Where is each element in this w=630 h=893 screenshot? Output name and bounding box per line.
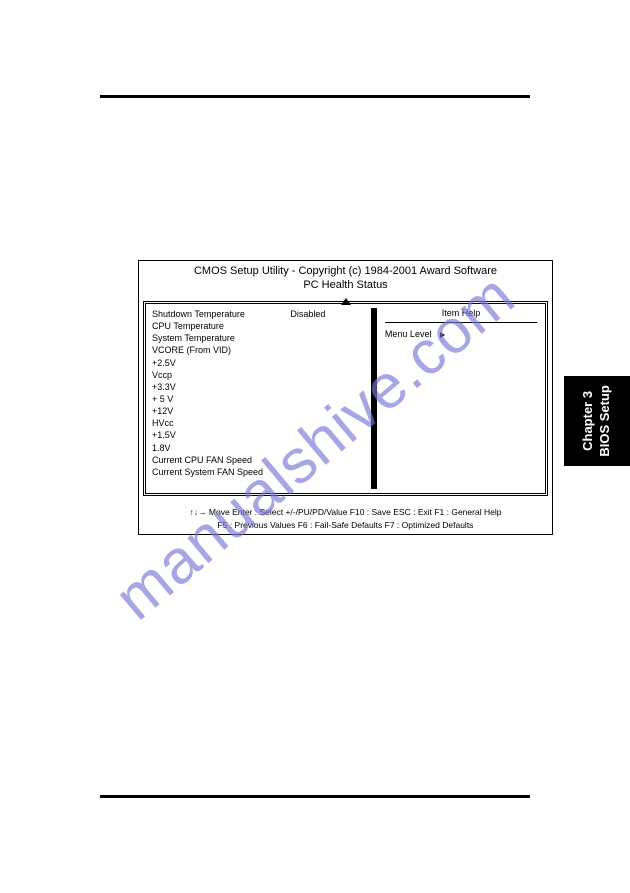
bios-item-value bbox=[290, 332, 365, 344]
bios-item-row[interactable]: CPU Temperature bbox=[152, 320, 365, 332]
bios-body: Shutdown TemperatureDisabledCPU Temperat… bbox=[143, 301, 548, 496]
bios-footer: ↑↓→ Move Enter : Select +/-/PU/PD/Value … bbox=[139, 500, 552, 534]
bios-item-value bbox=[290, 369, 365, 381]
bios-item-label: +1.5V bbox=[152, 429, 290, 441]
bios-item-value bbox=[290, 442, 365, 454]
bios-left-panel: Shutdown TemperatureDisabledCPU Temperat… bbox=[146, 304, 371, 493]
footer-line-1: ↑↓→ Move Enter : Select +/-/PU/PD/Value … bbox=[143, 506, 548, 519]
bios-item-row[interactable]: Shutdown TemperatureDisabled bbox=[152, 308, 365, 320]
bios-item-label: Current System FAN Speed bbox=[152, 466, 290, 478]
bios-right-panel: Item Help Menu Level bbox=[377, 304, 545, 493]
bios-item-row[interactable]: +3.3V bbox=[152, 381, 365, 393]
item-help-title: Item Help bbox=[385, 308, 537, 323]
chapter-tab: Chapter 3 BIOS Setup bbox=[564, 376, 630, 466]
bios-item-label: HVcc bbox=[152, 417, 290, 429]
bios-item-row[interactable]: VCORE (From VID) bbox=[152, 344, 365, 356]
chapter-tab-line1: Chapter 3 bbox=[580, 385, 597, 457]
bios-window: CMOS Setup Utility - Copyright (c) 1984-… bbox=[138, 260, 553, 535]
bios-title: CMOS Setup Utility - Copyright (c) 1984-… bbox=[139, 261, 552, 279]
bios-item-label: + 5 V bbox=[152, 393, 290, 405]
bios-item-value bbox=[290, 381, 365, 393]
menu-level-row: Menu Level bbox=[385, 329, 537, 339]
bios-item-label: 1.8V bbox=[152, 442, 290, 454]
bios-item-label: +12V bbox=[152, 405, 290, 417]
bios-item-label: System Temperature bbox=[152, 332, 290, 344]
bios-item-label: VCORE (From VID) bbox=[152, 344, 290, 356]
bios-item-value: Disabled bbox=[290, 308, 365, 320]
bios-item-row[interactable]: +1.5V bbox=[152, 429, 365, 441]
bios-item-value bbox=[290, 357, 365, 369]
bios-item-label: Shutdown Temperature bbox=[152, 308, 290, 320]
chapter-tab-line2: BIOS Setup bbox=[597, 385, 614, 457]
bios-item-row[interactable]: System Temperature bbox=[152, 332, 365, 344]
bios-item-label: Current CPU FAN Speed bbox=[152, 454, 290, 466]
bios-item-value bbox=[290, 466, 365, 478]
bios-item-label: Vccp bbox=[152, 369, 290, 381]
bios-item-row[interactable]: 1.8V bbox=[152, 442, 365, 454]
bios-item-row[interactable]: Current System FAN Speed bbox=[152, 466, 365, 478]
bios-item-value bbox=[290, 454, 365, 466]
menu-level-label: Menu Level bbox=[385, 329, 432, 339]
page-rule-top bbox=[100, 95, 530, 98]
page-rule-bottom bbox=[100, 795, 530, 798]
bios-item-row[interactable]: HVcc bbox=[152, 417, 365, 429]
bios-item-value bbox=[290, 344, 365, 356]
bios-item-label: +2.5V bbox=[152, 357, 290, 369]
bios-item-value bbox=[290, 429, 365, 441]
bios-item-row[interactable]: + 5 V bbox=[152, 393, 365, 405]
bios-subtitle: PC Health Status bbox=[139, 279, 552, 294]
bios-item-label: CPU Temperature bbox=[152, 320, 290, 332]
bios-item-row[interactable]: +12V bbox=[152, 405, 365, 417]
bios-item-value bbox=[290, 320, 365, 332]
bios-item-value bbox=[290, 405, 365, 417]
footer-line-2: F5 : Previous Values F6 : Fail-Safe Defa… bbox=[143, 519, 548, 532]
bios-item-label: +3.3V bbox=[152, 381, 290, 393]
bios-item-row[interactable]: +2.5V bbox=[152, 357, 365, 369]
bios-item-row[interactable]: Vccp bbox=[152, 369, 365, 381]
bios-item-row[interactable]: Current CPU FAN Speed bbox=[152, 454, 365, 466]
chevron-right-icon bbox=[440, 332, 445, 338]
bios-item-value bbox=[290, 393, 365, 405]
bios-item-value bbox=[290, 417, 365, 429]
